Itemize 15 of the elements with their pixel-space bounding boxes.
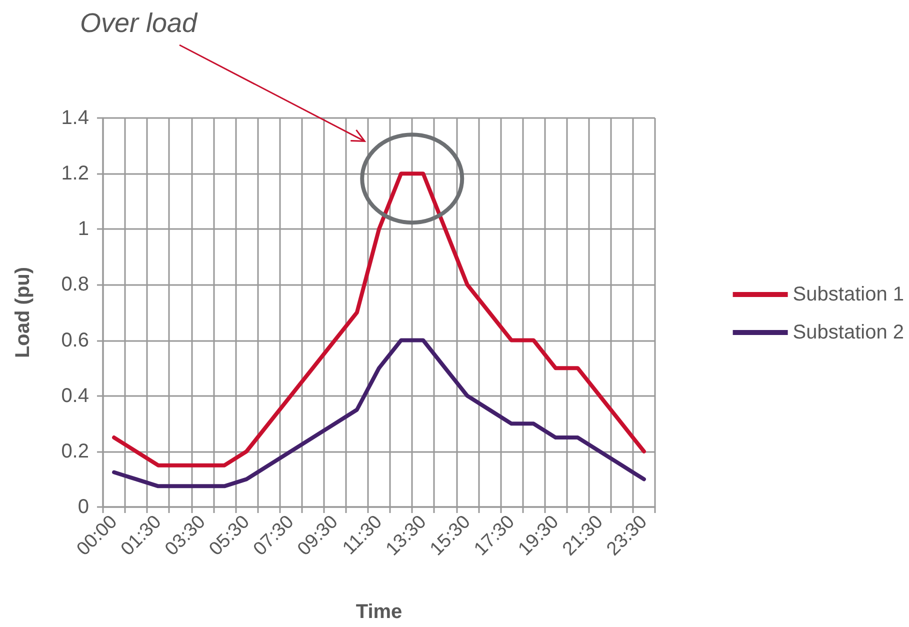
- y-tick-label: 0.2: [61, 440, 89, 462]
- y-tick-label: 1.4: [61, 107, 89, 129]
- text: Over load: [80, 8, 198, 39]
- x-axis-title: Time: [356, 601, 402, 623]
- legend-label: Substation 1: [792, 284, 904, 306]
- y-tick-label: 0.6: [61, 329, 89, 352]
- y-tick-label: 0: [78, 496, 89, 518]
- line-series: [112, 338, 646, 488]
- y-tick-label: 1: [78, 218, 89, 240]
- legend-label: Substation 2: [792, 322, 904, 344]
- y-tick-label: 1.2: [61, 162, 89, 185]
- y-axis-title: Load (pu): [12, 266, 34, 358]
- line-series: [112, 172, 646, 468]
- y-tick-label: 0.8: [61, 274, 89, 296]
- y-tick-label: 0.4: [61, 384, 89, 407]
